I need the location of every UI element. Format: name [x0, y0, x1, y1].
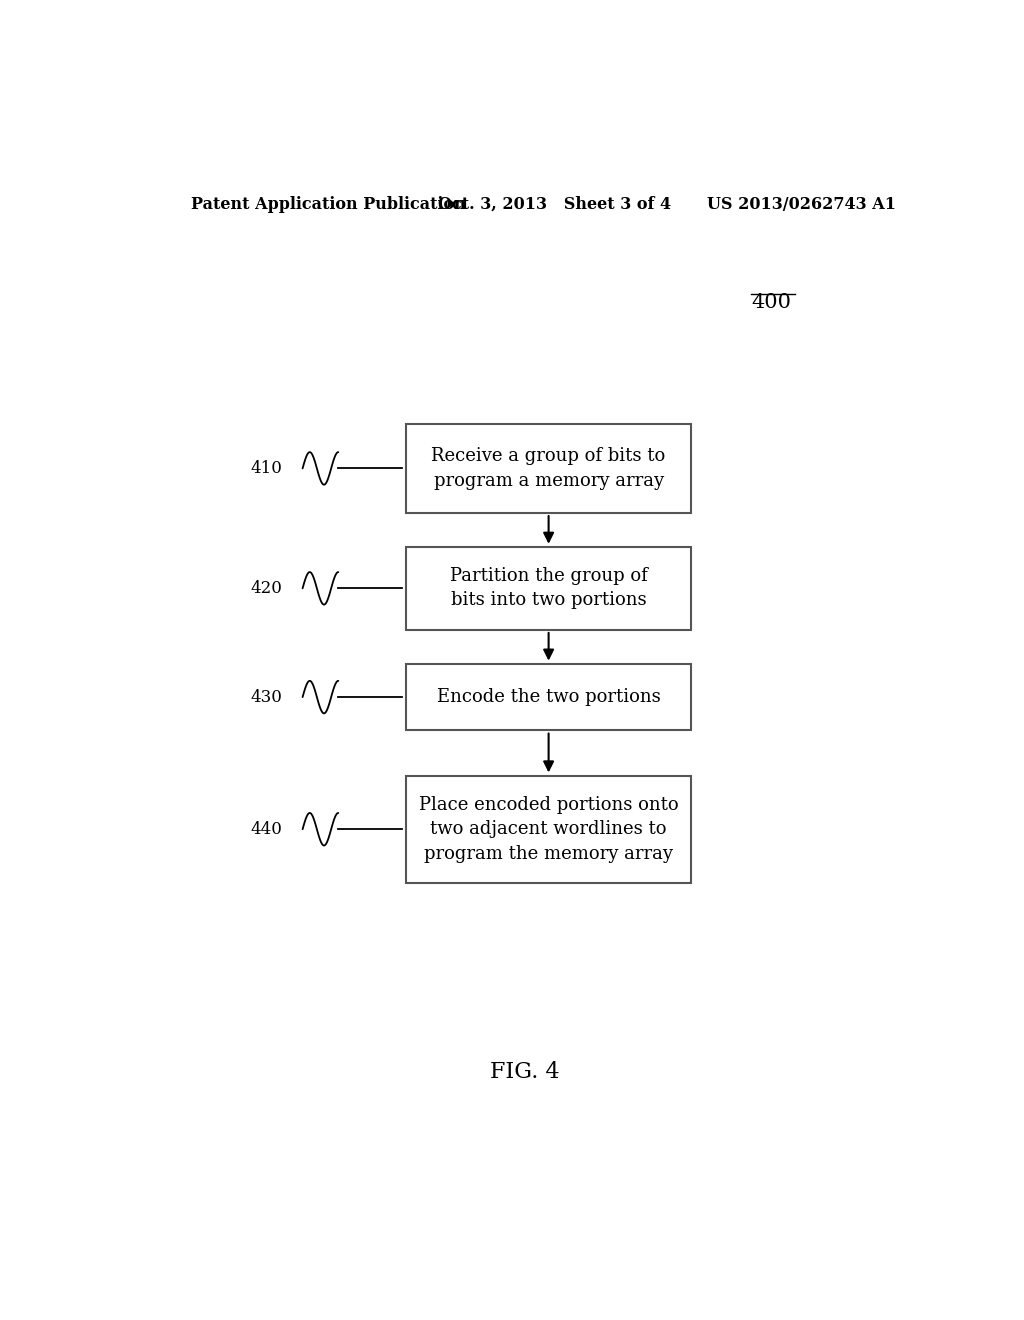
Text: Patent Application Publication: Patent Application Publication: [191, 195, 466, 213]
Text: 410: 410: [251, 459, 283, 477]
Text: FIG. 4: FIG. 4: [490, 1061, 559, 1082]
FancyBboxPatch shape: [406, 664, 691, 730]
Text: Oct. 3, 2013   Sheet 3 of 4: Oct. 3, 2013 Sheet 3 of 4: [437, 195, 671, 213]
Text: Receive a group of bits to
program a memory array: Receive a group of bits to program a mem…: [431, 447, 666, 490]
FancyBboxPatch shape: [406, 546, 691, 630]
Text: Partition the group of
bits into two portions: Partition the group of bits into two por…: [450, 568, 647, 610]
FancyBboxPatch shape: [406, 776, 691, 883]
Text: Place encoded portions onto
two adjacent wordlines to
program the memory array: Place encoded portions onto two adjacent…: [419, 796, 679, 862]
Text: US 2013/0262743 A1: US 2013/0262743 A1: [708, 195, 896, 213]
Text: 400: 400: [751, 293, 791, 312]
Text: 430: 430: [251, 689, 283, 706]
Text: 440: 440: [251, 821, 283, 838]
FancyBboxPatch shape: [406, 424, 691, 513]
Text: 420: 420: [251, 579, 283, 597]
Text: Encode the two portions: Encode the two portions: [436, 688, 660, 706]
